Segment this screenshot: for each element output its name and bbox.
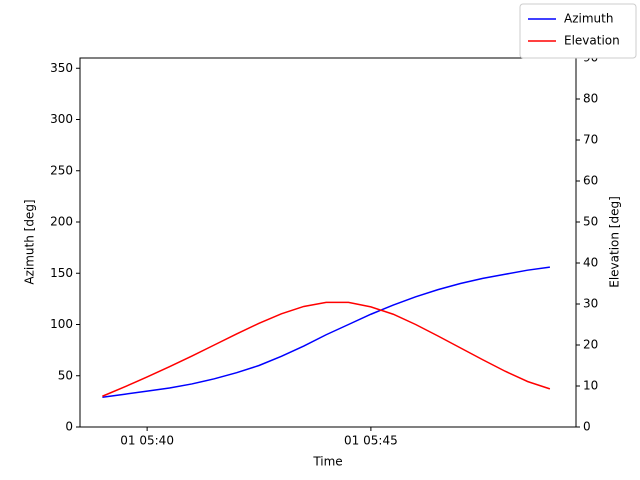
- y-tick-label: 350: [50, 61, 73, 75]
- x-tick-label: 01 05:45: [344, 434, 398, 448]
- y-axis-label: Azimuth [deg]: [23, 199, 37, 284]
- y2-tick-label: 20: [583, 338, 598, 352]
- y-tick-label: 200: [50, 215, 73, 229]
- x-axis-label: Time: [312, 455, 342, 469]
- y2-tick-label: 70: [583, 133, 598, 147]
- line-series: [102, 266, 550, 399]
- y2-axis-label: Elevation [deg]: [608, 196, 622, 288]
- y2-tick-label: 60: [583, 174, 598, 188]
- plot-frame: [79, 57, 577, 428]
- x-tick-label: 01 05:40: [120, 434, 174, 448]
- y2-tick-label: 0: [583, 420, 591, 434]
- y-tick-label: 250: [50, 163, 73, 177]
- legend-label: Elevation: [564, 34, 620, 48]
- y-tick-label: 50: [58, 368, 73, 382]
- y2-tick-label: 80: [583, 92, 598, 106]
- y2-tick-label: 30: [583, 297, 598, 311]
- y-tick-label: 0: [65, 420, 73, 434]
- line-series: [102, 301, 551, 397]
- legend-label: Azimuth: [564, 12, 613, 26]
- legend-box: [519, 3, 637, 59]
- y-tick-label: 300: [50, 112, 73, 126]
- y2-tick-label: 10: [583, 379, 598, 393]
- y2-tick-label: 40: [583, 256, 598, 270]
- y2-tick-label: 50: [583, 215, 598, 229]
- y-tick-label: 150: [50, 266, 73, 280]
- y-tick-label: 100: [50, 317, 73, 331]
